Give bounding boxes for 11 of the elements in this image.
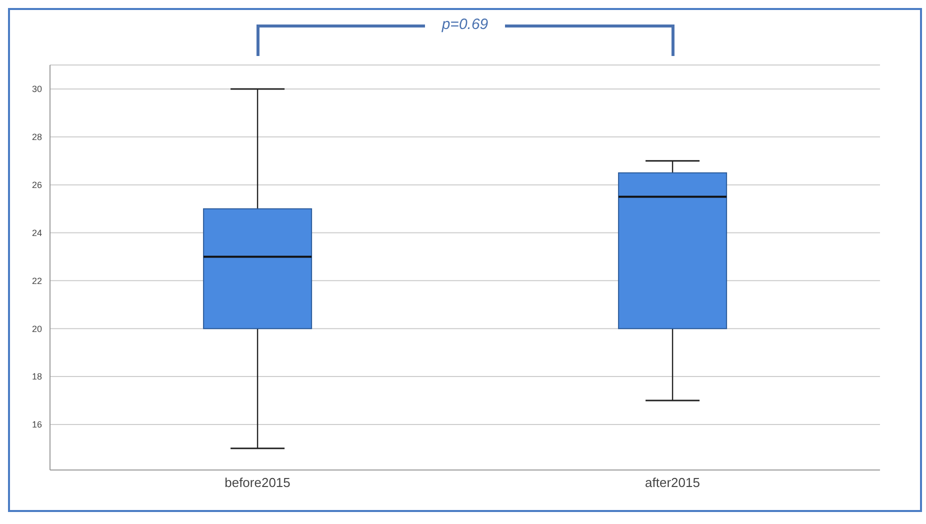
y-tick-label: 20	[32, 324, 42, 334]
x-tick-label: before2015	[224, 475, 290, 490]
y-tick-label: 22	[32, 276, 42, 286]
y-tick-label: 30	[32, 84, 42, 94]
x-tick-label: after2015	[645, 475, 700, 490]
y-tick-label: 16	[32, 420, 42, 430]
y-tick-label: 28	[32, 132, 42, 142]
y-tick-label: 26	[32, 180, 42, 190]
y-tick-label: 18	[32, 372, 42, 382]
text: p=0.69	[425, 16, 505, 33]
y-tick-label: 24	[32, 228, 42, 238]
